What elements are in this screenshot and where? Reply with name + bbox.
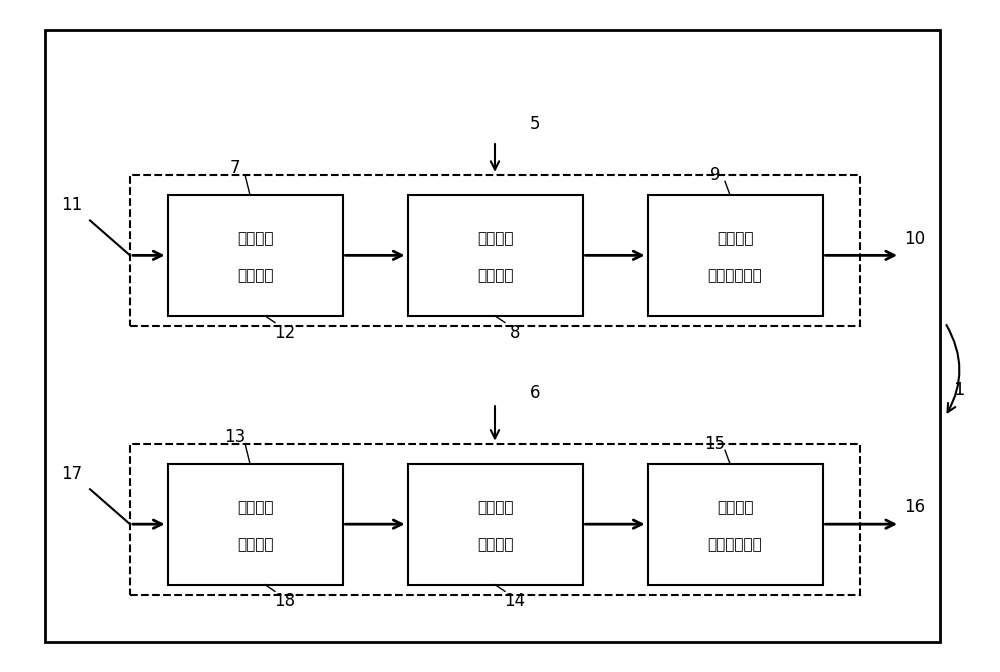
Text: 8: 8 — [510, 324, 520, 341]
Text: 10: 10 — [904, 230, 926, 247]
Text: 驱动模态: 驱动模态 — [237, 231, 273, 246]
FancyBboxPatch shape — [648, 195, 822, 316]
Text: 振动结构: 振动结构 — [477, 537, 513, 552]
Text: 振动结构: 振动结构 — [477, 268, 513, 283]
Text: 18: 18 — [274, 593, 296, 610]
Text: 7: 7 — [230, 159, 240, 177]
Text: 驱动结构: 驱动结构 — [237, 268, 273, 283]
FancyBboxPatch shape — [168, 195, 342, 316]
Text: 驱动结构: 驱动结构 — [237, 537, 273, 552]
FancyBboxPatch shape — [408, 195, 582, 316]
Text: 5: 5 — [530, 116, 540, 133]
Text: 检测模态: 检测模态 — [237, 500, 273, 515]
Text: 15: 15 — [704, 435, 726, 452]
Text: 检测模态: 检测模态 — [477, 500, 513, 515]
Text: 12: 12 — [274, 324, 296, 341]
Text: 1: 1 — [954, 381, 966, 398]
Text: 9: 9 — [710, 166, 720, 183]
Text: 检测模态: 检测模态 — [717, 500, 753, 515]
Text: 驱动模态: 驱动模态 — [717, 231, 753, 246]
Text: 振动拾取结构: 振动拾取结构 — [708, 268, 762, 283]
Text: 驱动模态: 驱动模态 — [477, 231, 513, 246]
FancyBboxPatch shape — [408, 464, 582, 585]
Text: 振动拾取结构: 振动拾取结构 — [708, 537, 762, 552]
Text: 6: 6 — [530, 384, 540, 402]
Bar — [130, 175, 860, 326]
Text: 14: 14 — [504, 593, 526, 610]
Text: 17: 17 — [61, 465, 83, 482]
Text: 11: 11 — [61, 196, 83, 214]
Bar — [45, 30, 940, 642]
Text: 16: 16 — [904, 499, 926, 516]
Text: 13: 13 — [224, 428, 246, 446]
FancyBboxPatch shape — [648, 464, 822, 585]
FancyBboxPatch shape — [168, 464, 342, 585]
Bar — [130, 444, 860, 595]
